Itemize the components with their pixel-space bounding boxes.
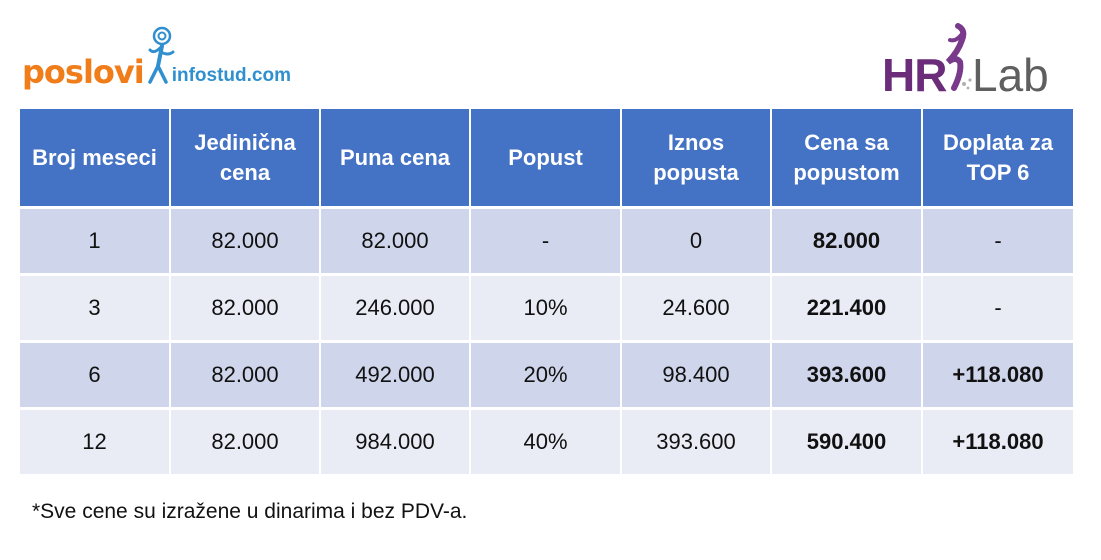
table-cell: 82.000 bbox=[170, 273, 321, 342]
table-cell-price-discounted: 82.000 bbox=[771, 206, 923, 275]
hrlab-figure-icon bbox=[945, 23, 972, 91]
table-cell: 82.000 bbox=[170, 340, 321, 409]
table-cell-top6-surcharge: +118.080 bbox=[922, 340, 1073, 409]
table-cell-price-discounted: 590.400 bbox=[771, 407, 923, 474]
table-cell: 1 bbox=[20, 206, 171, 275]
header-cena-sa-popustom: Cena sa popustom bbox=[771, 109, 923, 208]
logo-figure-icon bbox=[147, 26, 175, 84]
table-cell: 10% bbox=[470, 273, 622, 342]
table-cell-price-discounted: 393.600 bbox=[771, 340, 923, 409]
logo-lab-text: Lab bbox=[972, 49, 1049, 101]
poslovi-infostud-logo: poslovi infostud.com bbox=[22, 22, 291, 94]
table-cell: 246.000 bbox=[320, 273, 471, 342]
table-cell: 0 bbox=[621, 206, 772, 275]
table-cell: - bbox=[922, 206, 1073, 275]
table-cell: 3 bbox=[20, 273, 171, 342]
table-cell: 82.000 bbox=[170, 407, 321, 474]
header-doplata-top6: Doplata za TOP 6 bbox=[922, 109, 1073, 208]
table-header-row: Broj meseci Jedinična cena Puna cena Pop… bbox=[20, 109, 1073, 208]
footnote: *Sve cene su izražene u dinarima i bez P… bbox=[32, 500, 468, 523]
table-cell: 82.000 bbox=[320, 206, 471, 275]
table-cell: 492.000 bbox=[320, 340, 471, 409]
table-cell: - bbox=[470, 206, 622, 275]
header-iznos-popusta: Iznos popusta bbox=[621, 109, 772, 208]
table-cell: 6 bbox=[20, 340, 171, 409]
table-cell: 40% bbox=[470, 407, 622, 474]
hrlab-logo: HR Lab bbox=[878, 22, 1068, 102]
table-cell: 82.000 bbox=[170, 206, 321, 275]
header-popust: Popust bbox=[470, 109, 622, 208]
table-cell: 984.000 bbox=[320, 407, 471, 474]
table-cell: 98.400 bbox=[621, 340, 772, 409]
table-cell: 20% bbox=[470, 340, 622, 409]
logo-hr-text: HR bbox=[882, 49, 947, 101]
header-jedinicna-cena: Jedinična cena bbox=[170, 109, 321, 208]
table-row: 6 82.000 492.000 20% 98.400 393.600 +118… bbox=[20, 340, 1073, 409]
table-cell: 393.600 bbox=[621, 407, 772, 474]
logo-poslovi-text: poslovi bbox=[22, 53, 145, 91]
logo-infostud-text: infostud.com bbox=[171, 65, 291, 86]
table-row: 1 82.000 82.000 - 0 82.000 - bbox=[20, 206, 1073, 275]
price-table: Broj meseci Jedinična cena Puna cena Pop… bbox=[20, 109, 1073, 474]
table-cell-top6-surcharge: +118.080 bbox=[922, 407, 1073, 474]
header-broj-meseci: Broj meseci bbox=[20, 109, 171, 208]
table-row: 3 82.000 246.000 10% 24.600 221.400 - bbox=[20, 273, 1073, 342]
table-cell: - bbox=[922, 273, 1073, 342]
table-cell-price-discounted: 221.400 bbox=[771, 273, 923, 342]
table-row: 12 82.000 984.000 40% 393.600 590.400 +1… bbox=[20, 407, 1073, 474]
header-puna-cena: Puna cena bbox=[320, 109, 471, 208]
table-cell: 24.600 bbox=[621, 273, 772, 342]
table-cell: 12 bbox=[20, 407, 171, 474]
